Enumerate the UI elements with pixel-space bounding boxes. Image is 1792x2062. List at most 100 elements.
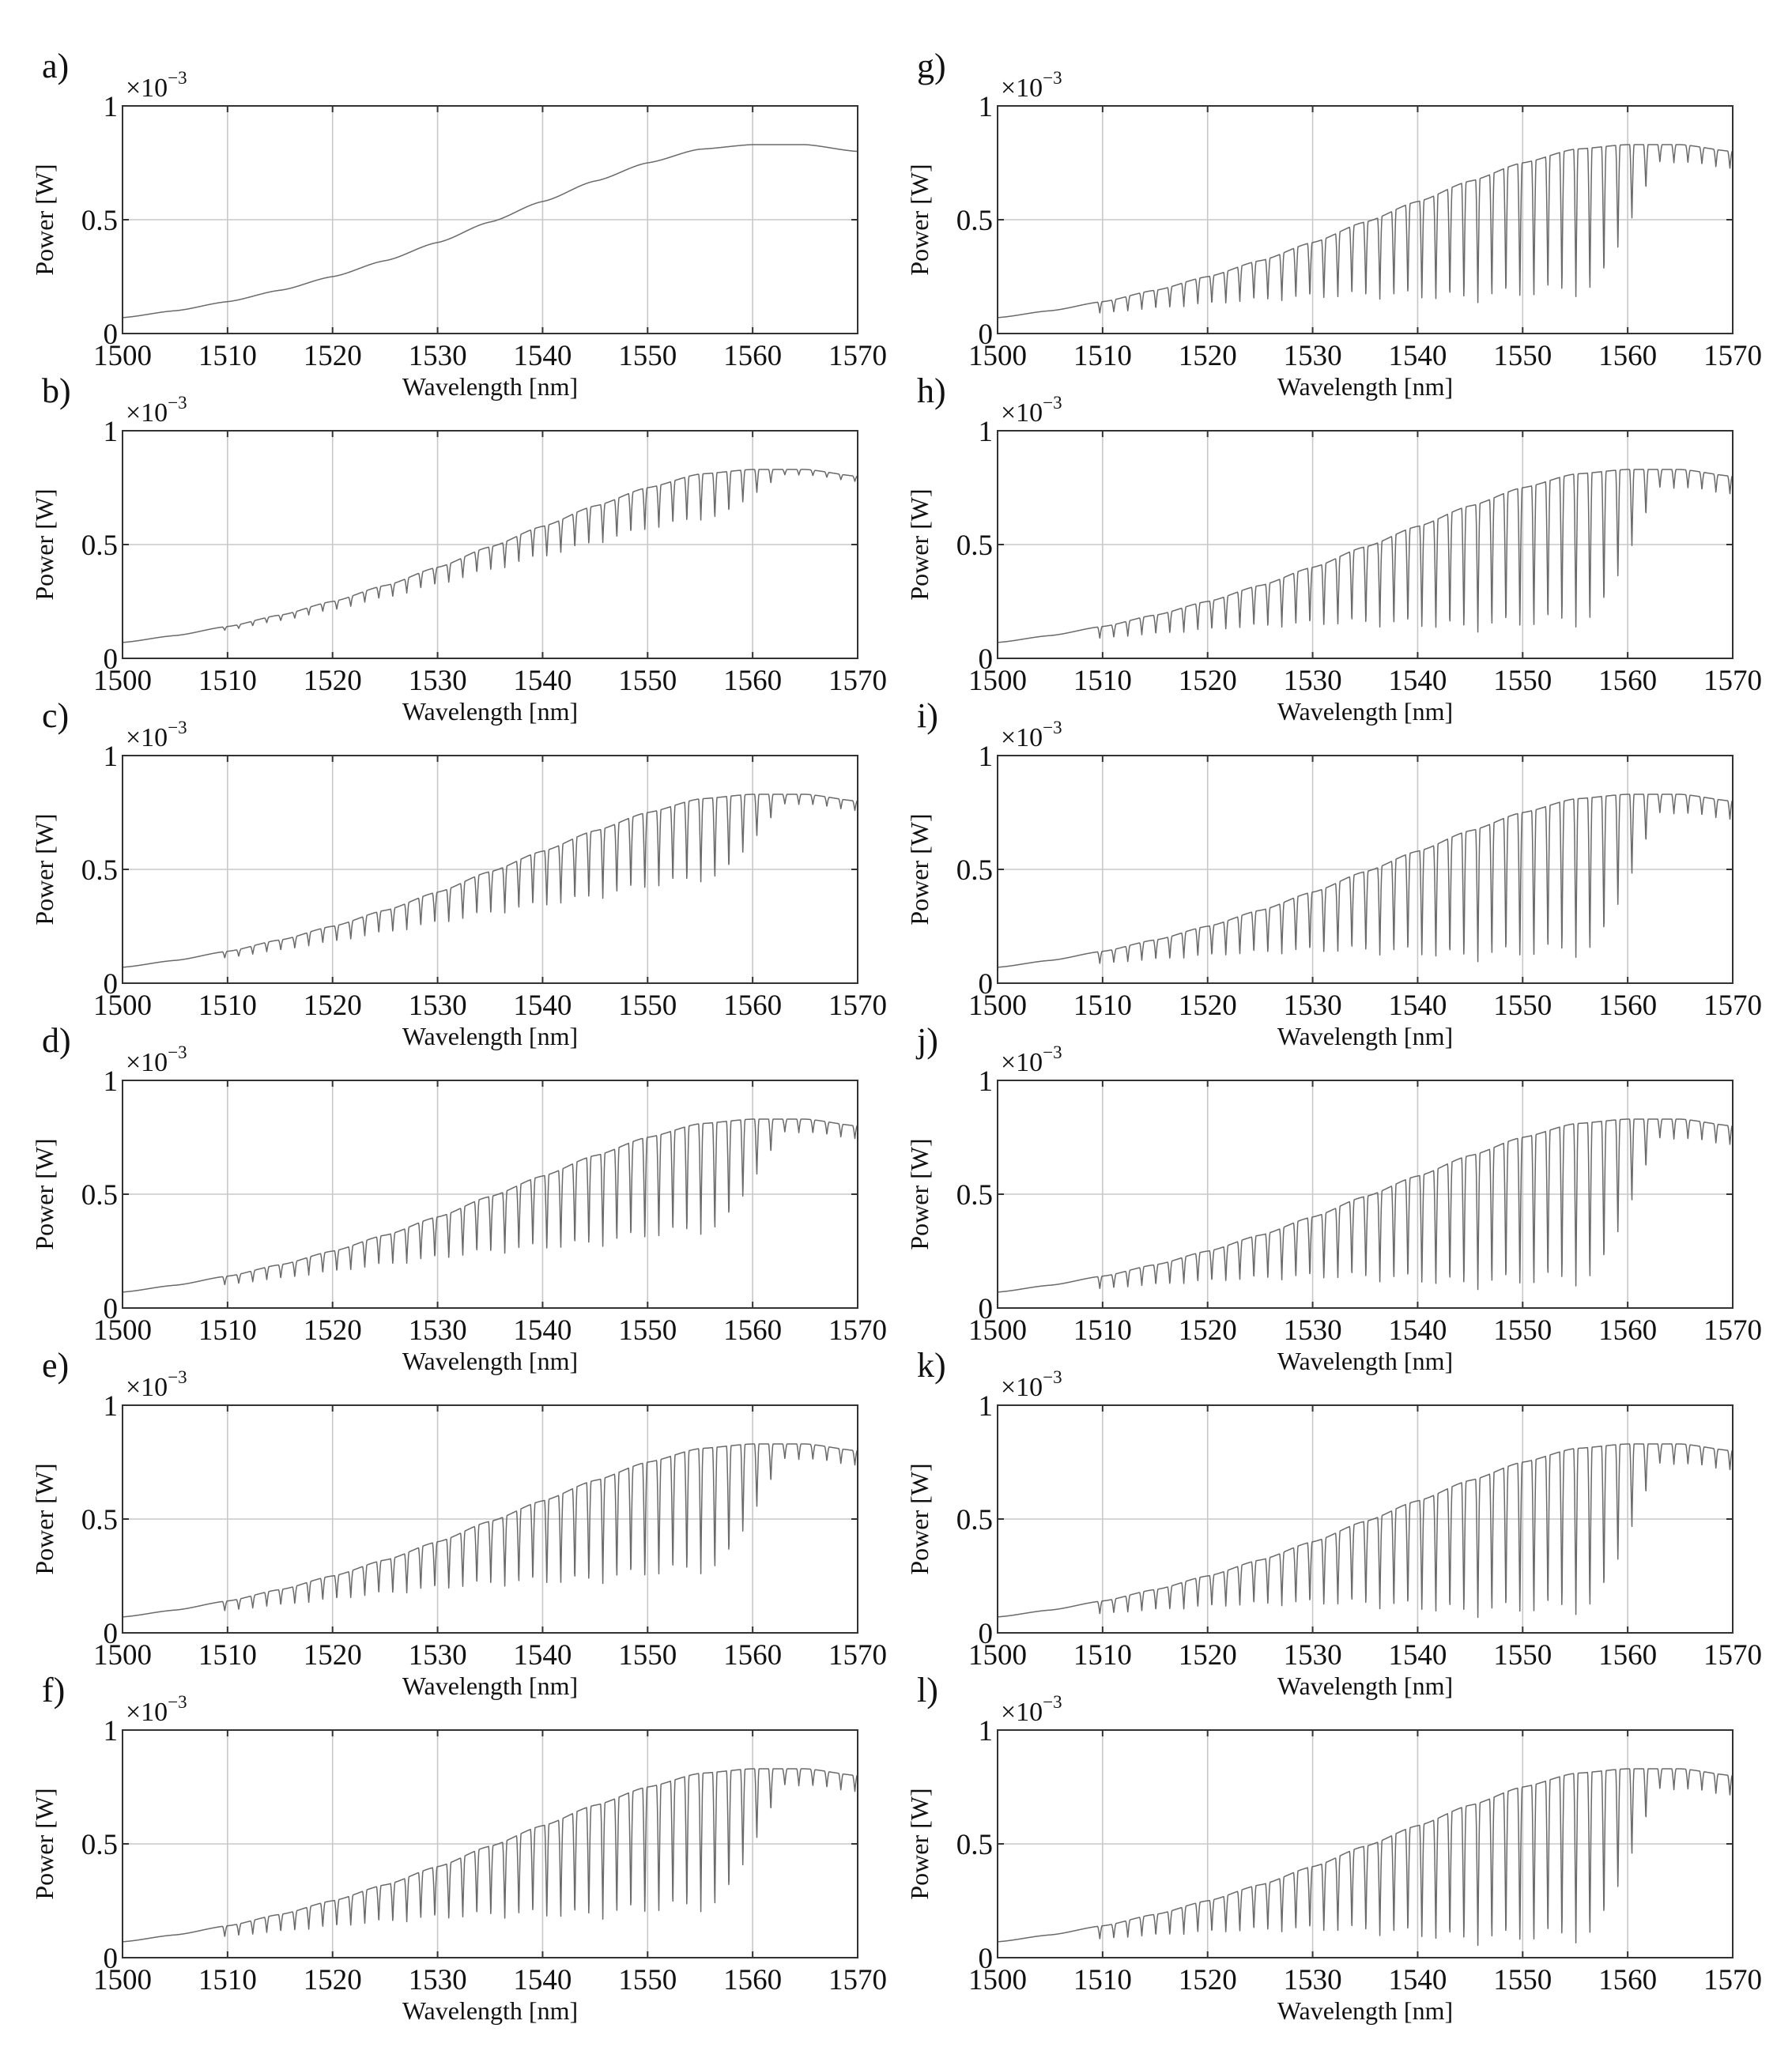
x-tick-label: 1500 bbox=[93, 1639, 152, 1672]
y-tick-label: 1 bbox=[104, 1065, 119, 1098]
x-tick-label: 1510 bbox=[1073, 665, 1132, 697]
panel-label: k) bbox=[917, 1346, 946, 1385]
y-tick-label: 1 bbox=[979, 1390, 994, 1423]
x-tick-label: 1530 bbox=[1284, 665, 1342, 697]
scale-base: ×10 bbox=[126, 723, 168, 752]
spectrum-trace bbox=[997, 1118, 1734, 1293]
panel-g: 1500 1510 1520 1530 1540 1550 1560 1570 0 0.5 1 Wav… bbox=[905, 47, 1762, 401]
spectrum-trace bbox=[122, 469, 858, 643]
y-tick-label: 1 bbox=[979, 741, 994, 773]
y-scale-multiplier: ×10−3 bbox=[1001, 718, 1062, 752]
y-tick-label: 1 bbox=[104, 91, 119, 123]
scale-exponent: −3 bbox=[168, 393, 187, 413]
panel-label: a) bbox=[42, 47, 69, 85]
x-tick-label: 1510 bbox=[1073, 1314, 1132, 1347]
x-tick-label: 1500 bbox=[968, 1639, 1027, 1672]
y-scale-multiplier: ×10−3 bbox=[126, 1692, 187, 1727]
x-tick-label: 1500 bbox=[93, 1314, 152, 1347]
y-tick-label: 0 bbox=[979, 1293, 994, 1325]
y-tick-label: 1 bbox=[979, 1065, 994, 1098]
y-tick-label: 0 bbox=[979, 319, 994, 351]
y-scale-multiplier: ×10−3 bbox=[1001, 393, 1062, 428]
x-tick-label: 1550 bbox=[1493, 1964, 1552, 1996]
panel-label: g) bbox=[917, 47, 946, 85]
x-tick-label: 1570 bbox=[1703, 340, 1762, 372]
y-tick-label: 1 bbox=[979, 1715, 994, 1747]
x-tick-label: 1530 bbox=[1284, 1639, 1342, 1672]
x-tick-label: 1540 bbox=[513, 1964, 572, 1996]
scale-base: ×10 bbox=[126, 1373, 168, 1402]
x-tick-label: 1550 bbox=[618, 665, 677, 697]
x-tick-label: 1500 bbox=[968, 1964, 1027, 1996]
panel-label: b) bbox=[42, 371, 71, 410]
x-tick-label: 1530 bbox=[409, 1639, 467, 1672]
x-tick-label: 1550 bbox=[618, 1314, 677, 1347]
x-tick-label: 1550 bbox=[618, 1964, 677, 1996]
y-tick-label: 0.5 bbox=[956, 530, 993, 562]
y-scale-multiplier: ×10−3 bbox=[126, 1367, 187, 1402]
scale-exponent: −3 bbox=[168, 1042, 187, 1062]
y-tick-label: 0 bbox=[979, 1618, 994, 1650]
x-tick-label: 1530 bbox=[1284, 340, 1342, 372]
x-tick-label: 1500 bbox=[93, 340, 152, 372]
y-axis-title: Power [W] bbox=[905, 164, 934, 275]
y-scale-multiplier: ×10−3 bbox=[1001, 1042, 1062, 1077]
scale-exponent: −3 bbox=[1043, 68, 1062, 88]
x-tick-label: 1500 bbox=[968, 665, 1027, 697]
y-tick-label: 0.5 bbox=[956, 1504, 993, 1536]
scale-base: ×10 bbox=[1001, 723, 1043, 752]
x-tick-label: 1560 bbox=[1598, 1964, 1657, 1996]
y-tick-label: 0.5 bbox=[81, 854, 118, 887]
x-tick-label: 1520 bbox=[1179, 1964, 1237, 1996]
y-scale-multiplier: ×10−3 bbox=[126, 393, 187, 428]
scale-base: ×10 bbox=[126, 1048, 168, 1077]
x-tick-label: 1500 bbox=[93, 990, 152, 1022]
x-tick-label: 1510 bbox=[198, 340, 257, 372]
panel-a: 1500 1510 1520 1530 1540 1550 1560 1570 0 0.5 1 Wav… bbox=[30, 47, 887, 401]
scale-base: ×10 bbox=[1001, 1048, 1043, 1077]
y-tick-label: 0.5 bbox=[956, 1179, 993, 1212]
x-tick-label: 1570 bbox=[1703, 1964, 1762, 1996]
panel-f: 1500 1510 1520 1530 1540 1550 1560 1570 0 0.5 1 Wav… bbox=[30, 1671, 887, 2025]
y-tick-label: 1 bbox=[104, 416, 119, 448]
spectrum-trace bbox=[122, 1118, 858, 1293]
panel-k: 1500 1510 1520 1530 1540 1550 1560 1570 0 0.5 1 Wav… bbox=[905, 1346, 1762, 1700]
spectrum-trace bbox=[997, 1768, 1734, 1947]
x-tick-label: 1530 bbox=[1284, 990, 1342, 1022]
x-tick-label: 1540 bbox=[1388, 1964, 1447, 1996]
y-tick-label: 0.5 bbox=[956, 205, 993, 237]
y-scale-multiplier: ×10−3 bbox=[126, 1042, 187, 1077]
x-tick-label: 1510 bbox=[1073, 1639, 1132, 1672]
x-axis-title: Wavelength [nm] bbox=[1277, 697, 1453, 726]
x-tick-label: 1510 bbox=[198, 665, 257, 697]
x-tick-label: 1510 bbox=[198, 1314, 257, 1347]
y-tick-label: 0 bbox=[104, 968, 119, 1001]
x-tick-label: 1560 bbox=[723, 990, 782, 1022]
scale-base: ×10 bbox=[126, 1698, 168, 1727]
x-tick-label: 1550 bbox=[618, 990, 677, 1022]
x-tick-label: 1510 bbox=[1073, 340, 1132, 372]
x-tick-label: 1570 bbox=[828, 665, 887, 697]
y-tick-label: 0.5 bbox=[956, 1829, 993, 1861]
scale-base: ×10 bbox=[126, 74, 168, 103]
panel-label: i) bbox=[917, 696, 938, 735]
x-axis-title: Wavelength [nm] bbox=[1277, 1672, 1453, 1700]
x-tick-label: 1540 bbox=[513, 1639, 572, 1672]
y-tick-label: 1 bbox=[104, 741, 119, 773]
y-tick-label: 0 bbox=[104, 1618, 119, 1650]
x-tick-label: 1540 bbox=[1388, 990, 1447, 1022]
y-tick-label: 0.5 bbox=[81, 530, 118, 562]
y-axis-title: Power [W] bbox=[30, 488, 58, 600]
x-tick-label: 1500 bbox=[93, 665, 152, 697]
x-tick-label: 1520 bbox=[304, 340, 362, 372]
x-tick-label: 1510 bbox=[198, 1964, 257, 1996]
x-tick-label: 1560 bbox=[723, 665, 782, 697]
x-tick-label: 1550 bbox=[618, 1639, 677, 1672]
x-tick-label: 1560 bbox=[723, 1964, 782, 1996]
panel-d: 1500 1510 1520 1530 1540 1550 1560 1570 0 0.5 1 Wav… bbox=[30, 1021, 887, 1375]
y-tick-label: 0 bbox=[104, 643, 119, 676]
x-tick-label: 1570 bbox=[828, 1639, 887, 1672]
x-tick-label: 1520 bbox=[304, 990, 362, 1022]
scale-base: ×10 bbox=[1001, 1373, 1043, 1402]
panel-e: 1500 1510 1520 1530 1540 1550 1560 1570 0 0.5 1 Wav… bbox=[30, 1346, 887, 1700]
